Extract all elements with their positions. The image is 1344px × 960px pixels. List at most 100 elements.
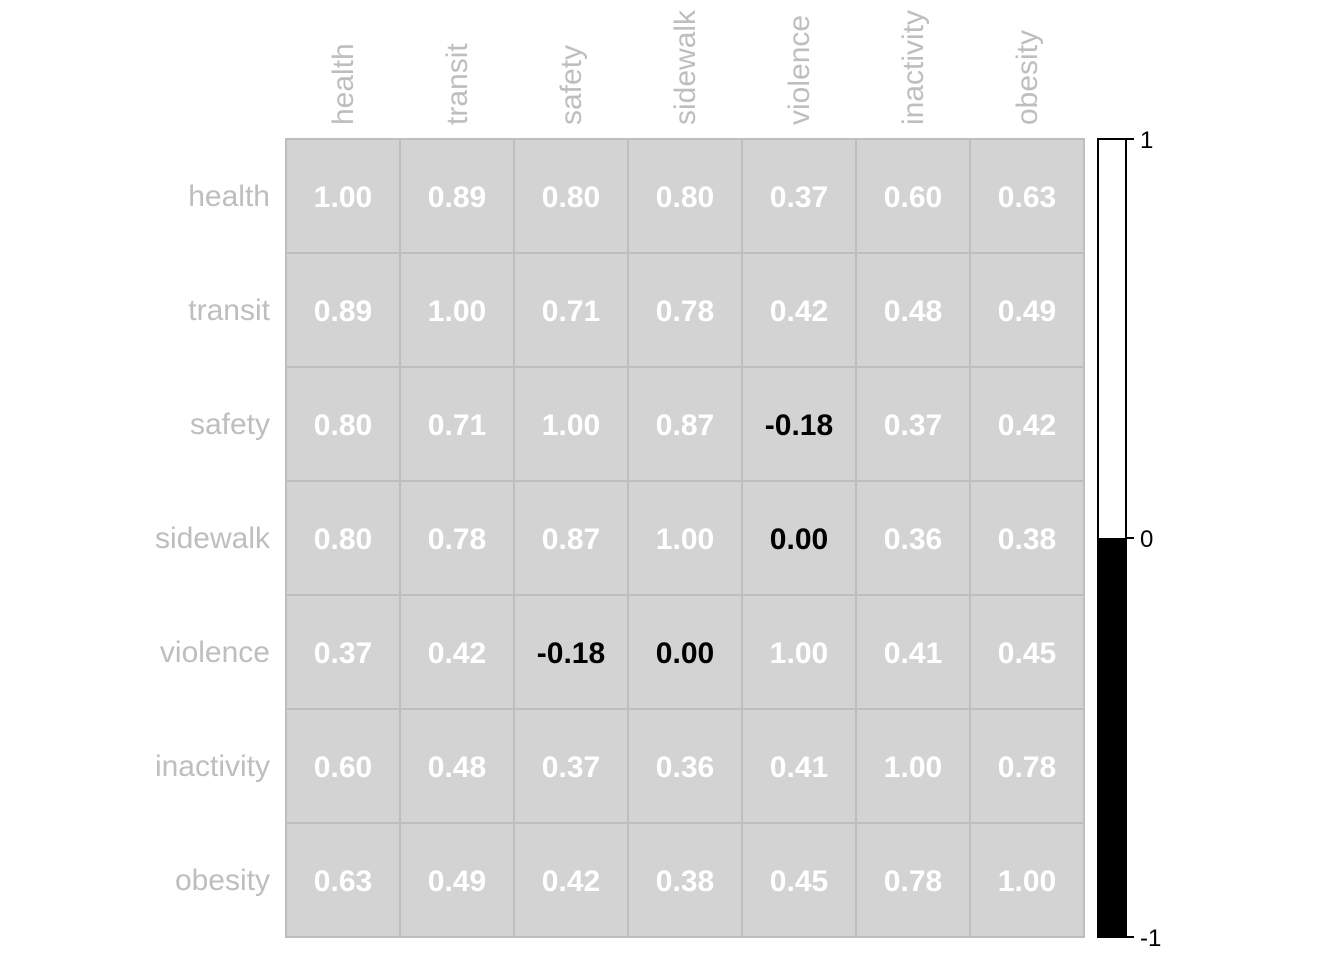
heatmap-cell bbox=[741, 708, 857, 824]
cell-value-label: 1.00 bbox=[998, 865, 1056, 898]
heatmap-cell bbox=[399, 138, 515, 254]
row-label: safety bbox=[190, 408, 270, 441]
heatmap-cell bbox=[399, 708, 515, 824]
row-labels: health transit safety sidewalk violence inact… bbox=[155, 180, 271, 897]
row-label: health bbox=[188, 180, 270, 213]
cell-value-label: -0.18 bbox=[537, 637, 605, 670]
heatmap-cell bbox=[399, 480, 515, 596]
column-label: transit bbox=[441, 43, 474, 125]
cell-value-label: 0.45 bbox=[998, 637, 1056, 670]
row-label: violence bbox=[160, 636, 270, 669]
heatmap-cell bbox=[741, 252, 857, 368]
column-label: safety bbox=[555, 45, 588, 125]
cell-value-label: 0.37 bbox=[884, 409, 942, 442]
heatmap-cell bbox=[855, 480, 971, 596]
row-label: inactivity bbox=[155, 750, 270, 783]
cell-value-labels: 1.00 0.89 0.80 0.80 0.37 0.60 0.63 0.89 1.00 0.71… bbox=[314, 181, 1056, 898]
heatmap-cell bbox=[285, 138, 401, 254]
heatmap-cell bbox=[969, 252, 1085, 368]
cell-value-label: 0.42 bbox=[542, 865, 600, 898]
legend-negative-band bbox=[1098, 538, 1126, 937]
column-label: sidewalk bbox=[669, 9, 702, 125]
heatmap-cell bbox=[285, 708, 401, 824]
cell-value-label: 0.38 bbox=[998, 523, 1056, 556]
cell-value-label: 0.89 bbox=[314, 295, 372, 328]
heatmap-cell bbox=[513, 138, 629, 254]
cell-value-label: 0.41 bbox=[770, 751, 828, 784]
cell-value-label: 0.87 bbox=[656, 409, 714, 442]
cell-value-label: 0.37 bbox=[770, 181, 828, 214]
cell-value-label: 1.00 bbox=[428, 295, 486, 328]
legend-tick-label: 1 bbox=[1140, 127, 1153, 154]
legend-tick-label: 0 bbox=[1140, 526, 1153, 553]
cell-value-label: 0.00 bbox=[656, 637, 714, 670]
cell-value-label: 1.00 bbox=[314, 181, 372, 214]
cell-value-label: 0.87 bbox=[542, 523, 600, 556]
heatmap-cell bbox=[285, 480, 401, 596]
heatmap-cell bbox=[627, 480, 743, 596]
heatmap-cell bbox=[513, 822, 629, 938]
color-legend: 1 0 -1 bbox=[1097, 127, 1161, 952]
cell-value-label: 0.36 bbox=[884, 523, 942, 556]
cell-value-label: 0.00 bbox=[770, 523, 828, 556]
cell-value-label: 0.36 bbox=[656, 751, 714, 784]
cell-value-label: 0.48 bbox=[428, 751, 486, 784]
cell-value-label: 0.41 bbox=[884, 637, 942, 670]
cell-value-label: 0.71 bbox=[428, 409, 486, 442]
cell-value-label: 0.49 bbox=[428, 865, 486, 898]
heatmap-cell bbox=[969, 822, 1085, 938]
legend-positive-band bbox=[1098, 139, 1126, 538]
cell-value-label: 1.00 bbox=[542, 409, 600, 442]
heatmap-cell bbox=[399, 366, 515, 482]
heatmap-cells bbox=[285, 138, 1085, 938]
cell-value-label: 0.80 bbox=[542, 181, 600, 214]
cell-value-label: 0.49 bbox=[998, 295, 1056, 328]
cell-value-label: 0.63 bbox=[998, 181, 1056, 214]
legend-tick-label: -1 bbox=[1140, 925, 1161, 952]
heatmap-cell bbox=[969, 708, 1085, 824]
cell-value-label: 0.78 bbox=[998, 751, 1056, 784]
cell-value-label: 0.37 bbox=[314, 637, 372, 670]
heatmap-cell bbox=[285, 594, 401, 710]
cell-value-label: 0.71 bbox=[542, 295, 600, 328]
cell-value-label: 0.80 bbox=[314, 523, 372, 556]
cell-value-label: 0.42 bbox=[998, 409, 1056, 442]
cell-value-label: 1.00 bbox=[656, 523, 714, 556]
heatmap-cell bbox=[627, 708, 743, 824]
cell-value-label: -0.18 bbox=[765, 409, 833, 442]
cell-value-label: 0.80 bbox=[656, 181, 714, 214]
cell-value-label: 1.00 bbox=[884, 751, 942, 784]
heatmap-cell bbox=[285, 252, 401, 368]
cell-value-label: 0.78 bbox=[428, 523, 486, 556]
heatmap-cell bbox=[741, 366, 857, 482]
heatmap-cell bbox=[741, 822, 857, 938]
cell-value-label: 1.00 bbox=[770, 637, 828, 670]
heatmap-cell bbox=[627, 366, 743, 482]
heatmap-cell bbox=[855, 822, 971, 938]
heatmap-cell bbox=[513, 252, 629, 368]
heatmap-cell bbox=[855, 366, 971, 482]
cell-value-label: 0.37 bbox=[542, 751, 600, 784]
heatmap-cell bbox=[285, 822, 401, 938]
heatmap-cell bbox=[627, 822, 743, 938]
column-label: inactivity bbox=[897, 10, 930, 125]
heatmap-cell bbox=[513, 366, 629, 482]
row-label: sidewalk bbox=[155, 522, 271, 555]
cell-value-label: 0.42 bbox=[770, 295, 828, 328]
row-label: transit bbox=[188, 294, 270, 327]
cell-value-label: 0.60 bbox=[884, 181, 942, 214]
cell-value-label: 0.38 bbox=[656, 865, 714, 898]
cell-value-label: 0.42 bbox=[428, 637, 486, 670]
cell-value-label: 0.48 bbox=[884, 295, 942, 328]
cell-value-label: 0.60 bbox=[314, 751, 372, 784]
cell-value-label: 0.78 bbox=[884, 865, 942, 898]
cell-value-label: 0.45 bbox=[770, 865, 828, 898]
cell-value-label: 0.80 bbox=[314, 409, 372, 442]
heatmap-cell bbox=[855, 138, 971, 254]
cell-value-label: 0.78 bbox=[656, 295, 714, 328]
heatmap-cell bbox=[513, 594, 629, 710]
heatmap-cell bbox=[969, 366, 1085, 482]
column-label: health bbox=[327, 43, 360, 125]
cell-value-label: 0.89 bbox=[428, 181, 486, 214]
